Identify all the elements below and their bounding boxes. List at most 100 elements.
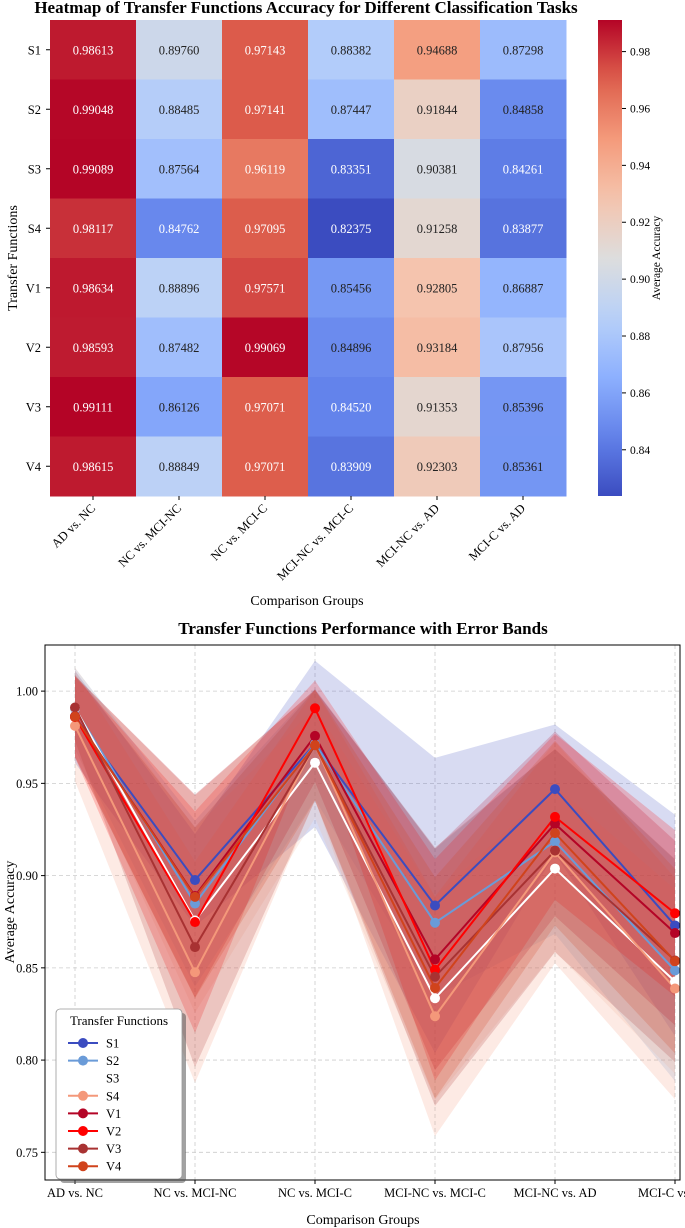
series-line-v2 <box>74 706 676 972</box>
heatmap-cell-label: 0.97143 <box>245 43 286 57</box>
data-point-v2 <box>310 703 320 714</box>
heatmap-y-tick-label: S3 <box>28 162 41 176</box>
heatmap-cell <box>308 20 395 80</box>
error-band-v4 <box>75 676 675 1099</box>
heatmap-cell-label: 0.97095 <box>245 222 286 236</box>
heatmap-cell-label: 0.99048 <box>73 103 114 117</box>
y-tick-label: 1.00 <box>16 685 38 699</box>
heatmap-cell-label: 0.83909 <box>331 460 372 474</box>
heatmap-cell-label: 0.84858 <box>503 103 544 117</box>
heatmap-cell <box>136 317 223 378</box>
y-tick-label: 0.90 <box>16 869 38 883</box>
heatmap-cell-label: 0.85396 <box>503 400 544 414</box>
data-point-v4 <box>190 891 200 902</box>
series-line-s1 <box>74 716 676 927</box>
legend-swatch-marker <box>78 1161 88 1172</box>
heatmap-cell-label: 0.87956 <box>503 341 544 355</box>
heatmap-x-tick-label: MCI-NC vs. AD <box>374 501 443 570</box>
heatmap-cell-label: 0.91353 <box>417 400 458 414</box>
heatmap-cell-label: 0.98615 <box>73 460 114 474</box>
heatmap-cell <box>394 377 481 437</box>
heatmap-cell <box>308 377 395 437</box>
colorbar-ticks: 0.84 0.86 0.88 0.90 0.92 0.94 0.96 0.98 <box>622 47 650 457</box>
data-point-s3 <box>310 757 320 768</box>
error-band-s1 <box>75 660 675 1054</box>
heatmap-cell <box>480 317 567 378</box>
heatmap-cell <box>136 258 223 318</box>
series-line-v4 <box>74 716 676 990</box>
heatmap-cell <box>50 139 137 199</box>
heatmap-cell <box>50 377 137 437</box>
heatmap-cell <box>394 198 481 259</box>
heatmap-cell <box>394 139 481 199</box>
data-point-v1 <box>550 818 560 829</box>
heatmap-cell <box>394 317 481 378</box>
colorbar-tick-label: 0.86 <box>630 388 650 400</box>
data-point-v4 <box>310 740 320 751</box>
data-point-s3 <box>550 863 560 874</box>
colorbar-label: Average Accuracy <box>651 216 663 301</box>
heatmap-cell <box>394 20 481 80</box>
heatmap-y-axis-label: Transfer Functions <box>6 205 21 311</box>
heatmap-cell-label: 0.91258 <box>417 222 458 236</box>
heatmap-y-tick-label: V1 <box>26 281 41 295</box>
heatmap-cell-label: 0.92805 <box>417 281 458 295</box>
heatmap-y-tick-label: S4 <box>28 222 42 236</box>
data-point-v1 <box>430 954 440 965</box>
data-point-v4 <box>70 711 80 722</box>
series-line-s2 <box>74 708 676 972</box>
legend-box <box>55 1008 183 1180</box>
error-band-s3 <box>75 667 675 1100</box>
legend-swatch-marker <box>78 1126 88 1136</box>
y-tick-label: 0.85 <box>16 961 38 975</box>
heatmap-cell <box>308 436 395 497</box>
heatmap-cell <box>480 20 567 80</box>
heatmap-cell-label: 0.87447 <box>331 103 372 117</box>
heatmap-cell <box>50 436 137 497</box>
heatmap-y-tick-label: V4 <box>26 460 42 474</box>
heatmap-cell-label: 0.84896 <box>331 341 372 355</box>
legend-swatch-marker <box>78 1055 88 1066</box>
series-lines <box>74 706 676 1019</box>
heatmap-cell-label: 0.97071 <box>245 460 286 474</box>
data-point-v3 <box>430 971 440 982</box>
colorbar-tick-label: 0.96 <box>630 103 650 115</box>
data-point-s3 <box>670 976 680 987</box>
heatmap-x-tick-label: MCI-NC vs. MCI-C <box>274 501 356 583</box>
heatmap-cell <box>222 258 309 318</box>
heatmap-x-tick-label: AD vs. NC <box>49 501 98 550</box>
data-point-s1 <box>430 900 440 911</box>
heatmap-cell-label: 0.88849 <box>159 460 200 474</box>
heatmap-cell <box>394 79 481 140</box>
error-band-s4 <box>75 670 675 1137</box>
heatmap-y-tick-label: V2 <box>26 341 41 355</box>
heatmap-cell-label: 0.98593 <box>73 341 114 355</box>
heatmap-cell-label: 0.97141 <box>245 103 286 117</box>
heatmap-cell-label: 0.85361 <box>503 460 544 474</box>
heatmap-cell <box>480 377 567 437</box>
data-point-s2 <box>670 965 680 976</box>
line-chart-title: Transfer Functions Performance with Erro… <box>178 619 548 638</box>
heatmap-cell <box>222 377 309 437</box>
heatmap-cell-label: 0.85456 <box>331 281 372 295</box>
data-point-v2 <box>190 917 200 928</box>
heatmap-cell <box>136 436 223 497</box>
heatmap-cell-label: 0.97571 <box>245 281 286 295</box>
colorbar <box>598 20 622 496</box>
heatmap-cell <box>50 20 137 80</box>
heatmap-cell <box>480 198 567 259</box>
heatmap-cell <box>136 79 223 140</box>
x-tick-label: MCI-NC vs. MCI-C <box>384 1186 486 1200</box>
legend-label: V4 <box>106 1160 122 1174</box>
data-point-v2 <box>670 908 680 919</box>
data-point-s2 <box>550 836 560 847</box>
x-tick-labels: AD vs. NC NC vs. MCI-NC NC vs. MCI-C MCI-NC… <box>47 1180 685 1200</box>
series-line-v3 <box>74 707 676 979</box>
heatmap-cell-label: 0.84762 <box>159 222 200 236</box>
heatmap-cell-label: 0.98634 <box>73 281 114 295</box>
data-point-v2 <box>430 964 440 975</box>
data-point-v2 <box>550 811 560 822</box>
heatmap-cell <box>222 198 309 259</box>
heatmap-cell <box>222 317 309 378</box>
